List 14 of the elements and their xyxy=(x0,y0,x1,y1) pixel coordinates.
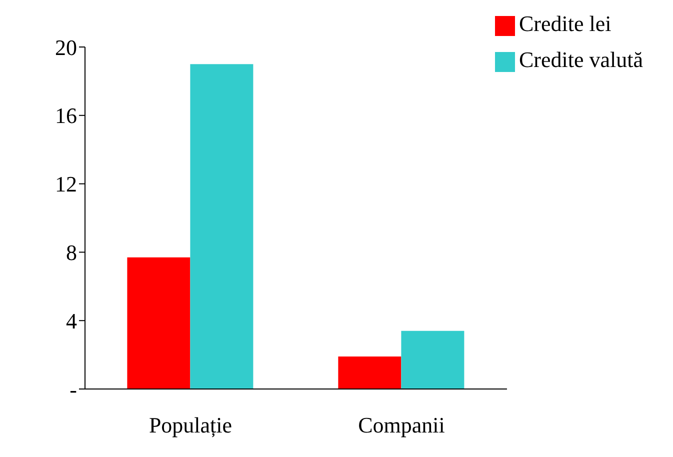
bar xyxy=(127,257,190,389)
y-tick-label: - xyxy=(70,376,77,402)
y-tick-label: 8 xyxy=(66,240,77,266)
bar xyxy=(338,356,402,389)
legend-label: Credite lei xyxy=(518,11,612,36)
y-tick-label: 16 xyxy=(55,103,77,128)
legend-label: Credite valută xyxy=(518,47,643,72)
bar xyxy=(401,330,464,389)
y-tick-label: 12 xyxy=(55,172,77,197)
x-tick-label: Populație xyxy=(148,412,232,438)
y-tick-label: 20 xyxy=(55,34,77,60)
y-tick-label: 4 xyxy=(66,308,77,334)
x-tick-label: Companii xyxy=(358,412,445,438)
bar xyxy=(190,64,254,389)
